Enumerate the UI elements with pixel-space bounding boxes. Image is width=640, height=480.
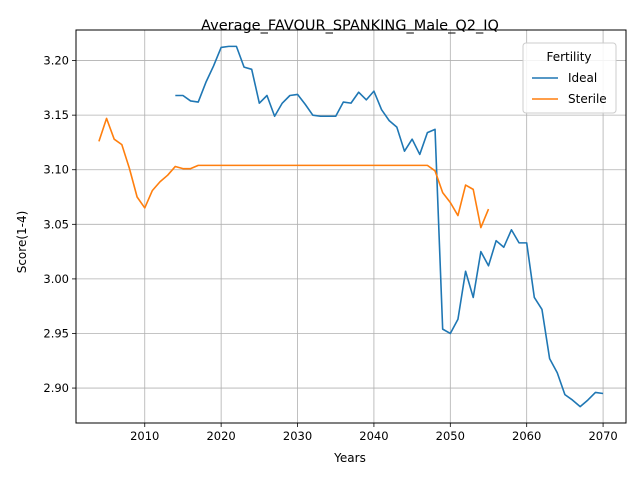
chart-title: Average_FAVOUR_SPANKING_Male_Q2_IQ — [201, 18, 499, 34]
legend-label-sterile: Sterile — [568, 92, 607, 106]
x-tick-label: 2040 — [359, 429, 388, 443]
y-tick-label: 3.00 — [43, 272, 69, 286]
x-tick-label: 2020 — [206, 429, 235, 443]
y-tick-label: 2.95 — [43, 326, 69, 340]
y-tick-label: 3.20 — [43, 54, 69, 68]
x-tick-label: 2050 — [436, 429, 465, 443]
legend-title: Fertility — [546, 50, 591, 64]
y-axis-label: Score(1-4) — [15, 211, 29, 274]
x-tick-label: 2060 — [512, 429, 541, 443]
x-tick-label: 2070 — [588, 429, 617, 443]
legend: Fertility Ideal Sterile — [523, 43, 616, 113]
y-tick-label: 3.15 — [43, 108, 69, 122]
legend-label-ideal: Ideal — [568, 71, 597, 85]
x-tick-label: 2010 — [130, 429, 159, 443]
y-tick-label: 2.90 — [43, 381, 69, 395]
x-axis-label: Years — [333, 451, 366, 465]
y-tick-label: 3.05 — [43, 217, 69, 231]
x-tick-label: 2030 — [283, 429, 312, 443]
y-tick-label: 3.10 — [43, 163, 69, 177]
